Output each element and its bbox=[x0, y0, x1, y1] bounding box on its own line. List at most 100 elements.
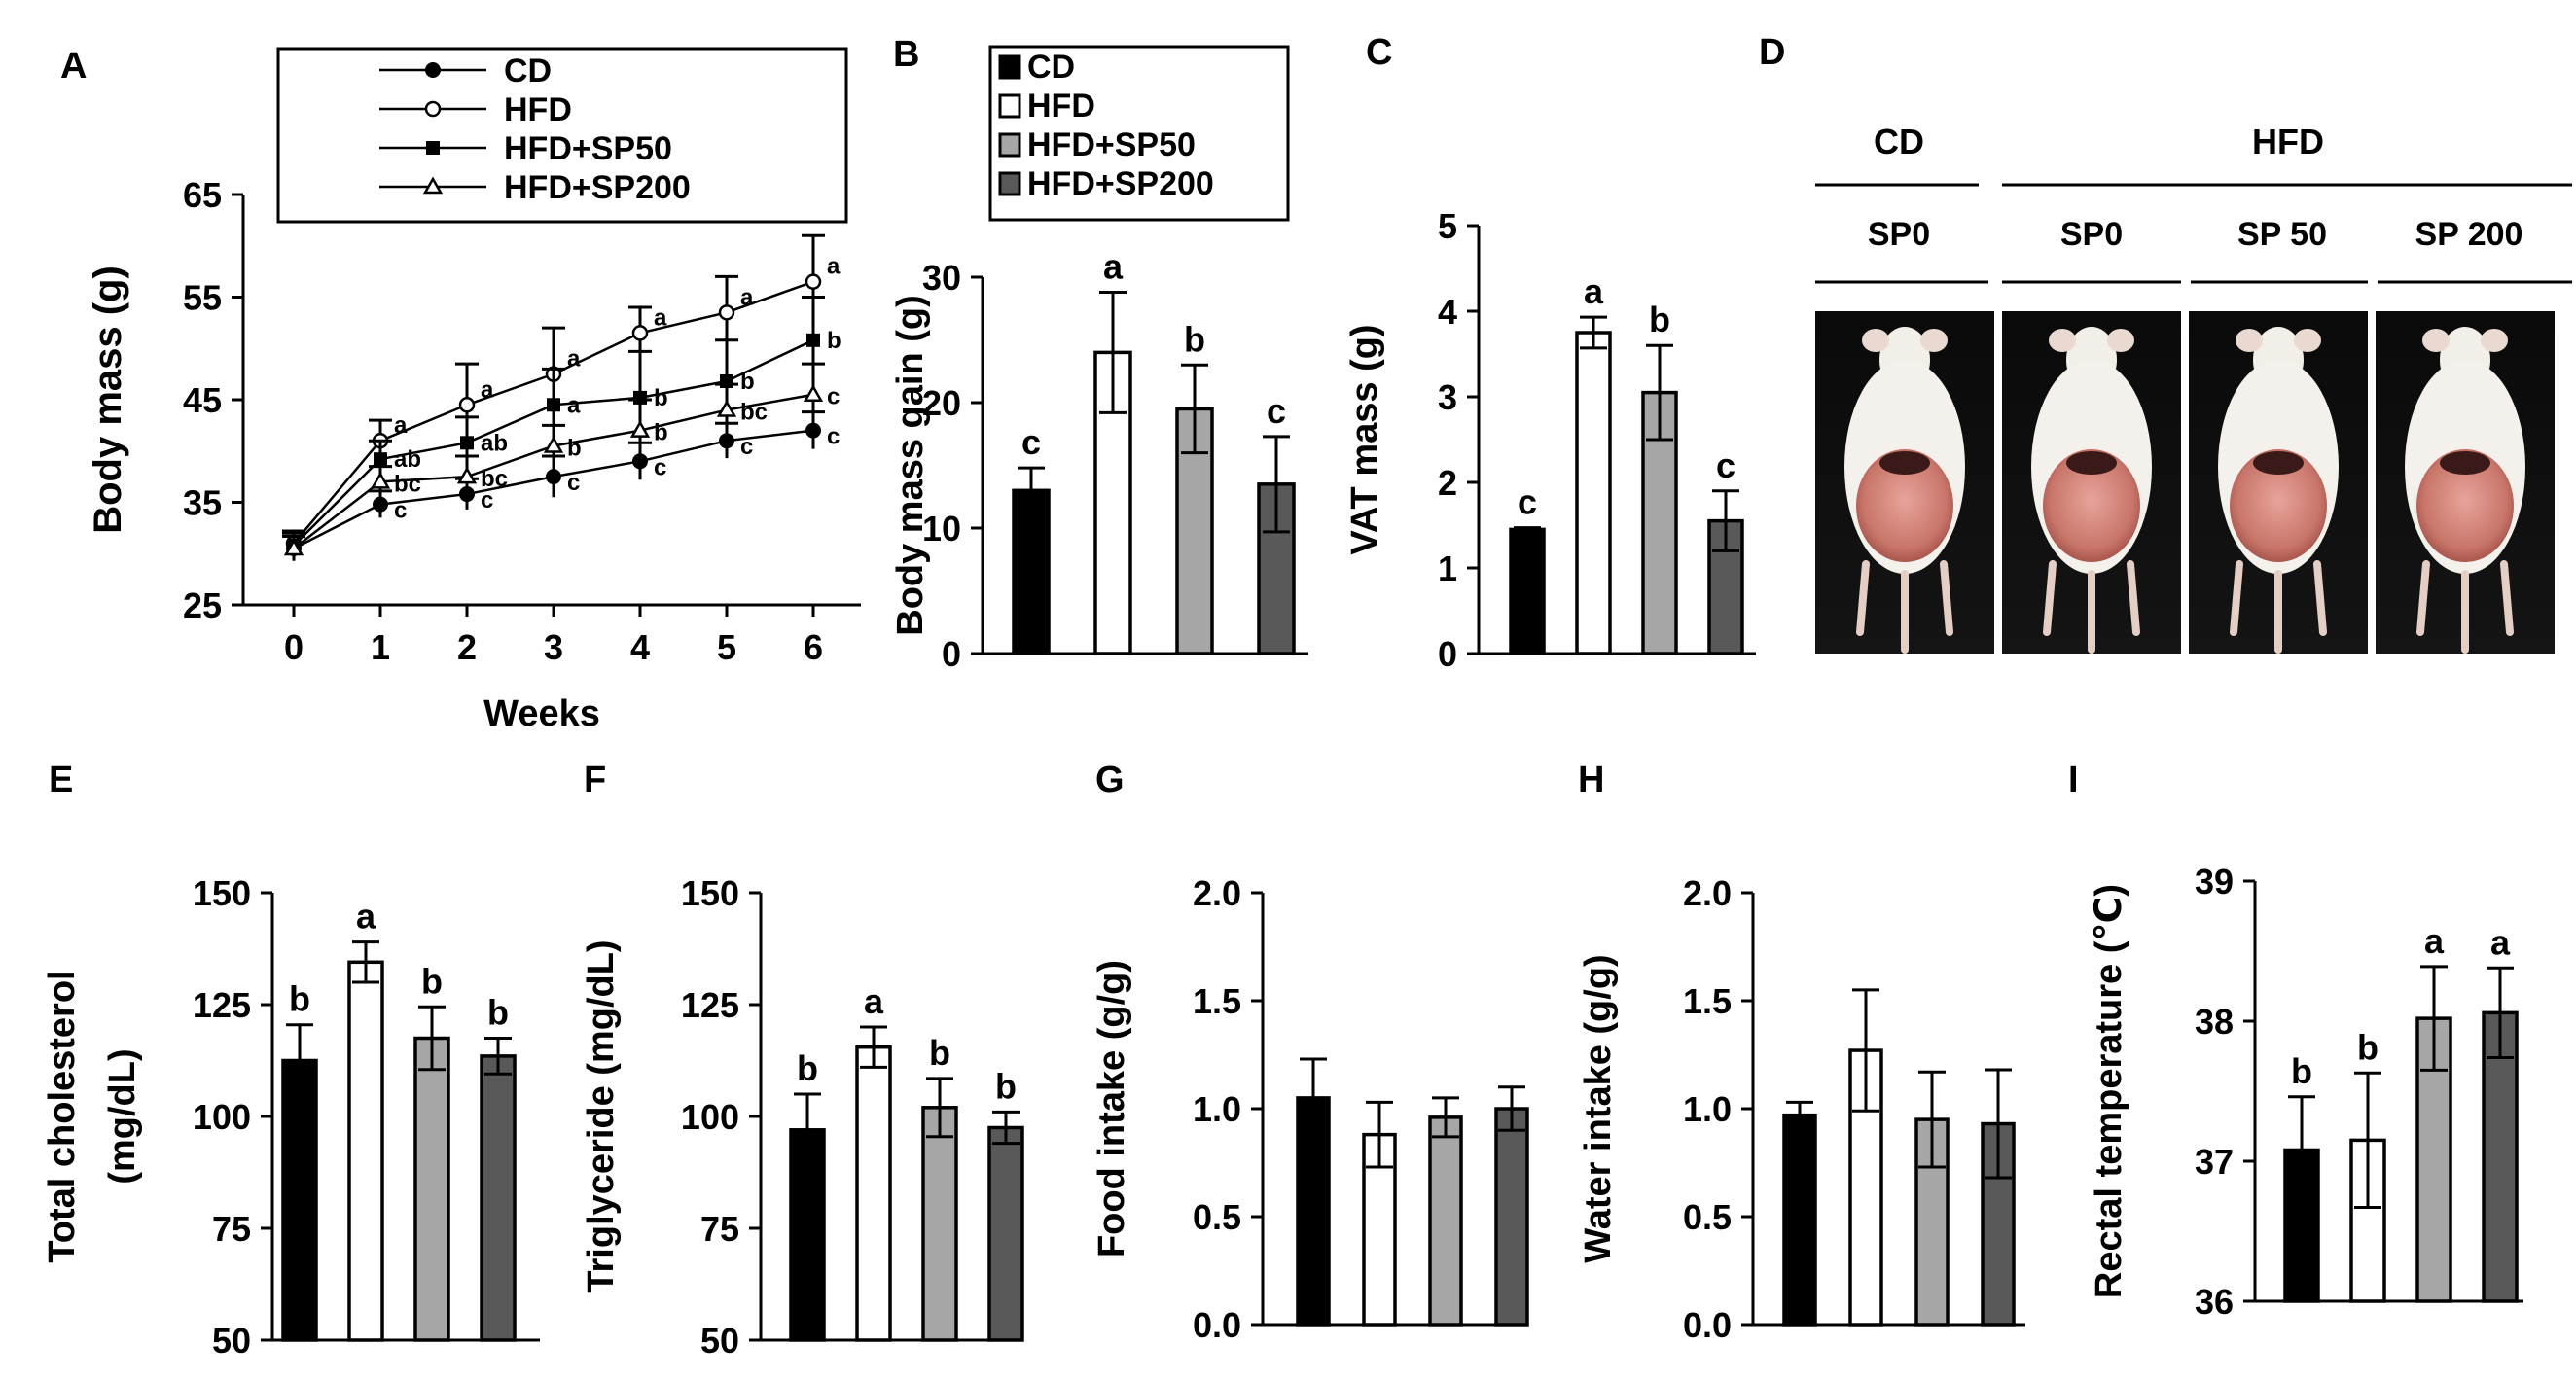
significance-letter-i-hfd: b bbox=[2357, 1027, 2379, 1067]
mouse-liver-2 bbox=[2066, 451, 2117, 475]
significance-letter-c-hfd: a bbox=[1584, 271, 1604, 311]
significance-letter-a-hfd-w3: a bbox=[567, 346, 581, 372]
group-header-hfd: HFD bbox=[2252, 122, 2324, 161]
column-header-hfd-sp200: SP 200 bbox=[2415, 216, 2523, 253]
legend-box-a bbox=[276, 47, 848, 224]
mouse-ear-left-4 bbox=[2422, 329, 2450, 352]
panel-label-b: B bbox=[893, 34, 919, 75]
photo-2-sp0 bbox=[2002, 311, 2181, 654]
y-tick-label-c-3: 3 bbox=[1438, 377, 1457, 417]
bar-c-cd bbox=[1509, 527, 1546, 655]
point-a-cd-w6 bbox=[805, 422, 821, 439]
column-header-hfd-sp50: SP 50 bbox=[2237, 216, 2327, 253]
panel-c-vat-mass-bar-chart: C 0 1 2 3 4 5 VAT mass (g) c a b c bbox=[1344, 32, 1756, 674]
y-tick-label-c-0: 0 bbox=[1438, 634, 1457, 674]
point-a-cd-w1 bbox=[373, 496, 388, 513]
significance-letter-a-hfd-w4: a bbox=[654, 304, 667, 331]
mouse-ear-left-1 bbox=[1862, 329, 1889, 352]
bar-g-hfd-sp200 bbox=[1494, 1107, 1529, 1327]
x-tick-label-a-2: 2 bbox=[457, 627, 477, 667]
panel-label-h: H bbox=[1578, 760, 1604, 800]
significance-letter-a-hfd-sp50-w5: b bbox=[740, 369, 755, 395]
y-tick-label-a-3: 55 bbox=[183, 278, 222, 318]
panel-label-c: C bbox=[1366, 32, 1392, 73]
y-tick-label-c-1: 1 bbox=[1438, 549, 1457, 588]
significance-letter-a-hfd-sp200-w6: c bbox=[827, 384, 840, 410]
y-tick-label-g-4: 2.0 bbox=[1193, 873, 1241, 913]
significance-letter-a-hfd-sp50-w2: ab bbox=[481, 430, 508, 456]
panel-f-triglyceride-bar-chart: F 50 75 100 125 150 Triglyceride (mg/dL) b a b b bbox=[581, 760, 1024, 1361]
mouse-legs-tail-4 bbox=[2416, 560, 2514, 654]
significance-letter-b-hfd: a bbox=[1103, 246, 1124, 286]
significance-letter-a-hfd-sp50-w4: b bbox=[654, 385, 668, 411]
point-a-hfd-w5 bbox=[718, 304, 735, 321]
y-tick-label-h-4: 2.0 bbox=[1683, 873, 1732, 913]
significance-letter-b-cd: c bbox=[1021, 422, 1041, 462]
mouse-liver-4 bbox=[2440, 451, 2490, 475]
significance-letter-a-hfd-sp200-w3: b bbox=[567, 435, 582, 461]
bar-e-hfd bbox=[347, 960, 384, 1342]
significance-letter-a-cd-w3: c bbox=[567, 470, 580, 496]
significance-letter-e-hfd-sp200: b bbox=[487, 993, 509, 1033]
legend-label-b-cd: CD bbox=[1027, 49, 1075, 86]
point-a-hfd-sp200-w5 bbox=[716, 400, 737, 417]
y-tick-label-g-1: 0.5 bbox=[1193, 1197, 1241, 1237]
bar-c-hfd bbox=[1575, 331, 1612, 655]
point-a-hfd-w6 bbox=[805, 273, 822, 290]
mouse-ear-right-1 bbox=[1920, 329, 1948, 352]
significance-letter-a-hfd-sp200-w4: b bbox=[654, 420, 668, 446]
significance-letter-a-cd-w4: c bbox=[654, 454, 666, 480]
bar-f-hfd-sp200 bbox=[987, 1125, 1024, 1342]
y-axis-title-g: Food intake (g/g) bbox=[1091, 960, 1132, 1257]
legend-swatch-b-hfd-sp50 bbox=[998, 132, 1021, 158]
legend-label-b-hfd-sp200: HFD+SP200 bbox=[1027, 165, 1214, 202]
legend-swatch-b-hfd bbox=[998, 93, 1021, 119]
y-tick-label-g-0: 0.0 bbox=[1193, 1305, 1241, 1345]
significance-letter-a-hfd-sp200-w2: bc bbox=[481, 466, 508, 492]
legend-box-b bbox=[988, 45, 1290, 222]
significance-letter-a-hfd-sp200-w1: bc bbox=[394, 471, 421, 497]
significance-letter-a-hfd-w1: a bbox=[394, 412, 408, 439]
legend-swatch-b-cd bbox=[998, 54, 1021, 80]
panel-d-mouse-photos: D CD HFD SP0 SP0 SP 50 SP 200 bbox=[1759, 32, 2572, 654]
significance-letter-a-hfd-w6: a bbox=[827, 254, 841, 280]
significance-letter-e-cd: b bbox=[289, 979, 310, 1019]
significance-letter-f-cd: b bbox=[797, 1048, 818, 1088]
x-tick-label-a-6: 6 bbox=[804, 627, 823, 667]
mouse-abdomen-4 bbox=[2416, 449, 2514, 562]
y-tick-label-i-2: 38 bbox=[2195, 1002, 2234, 1042]
point-a-hfd-sp200-w3 bbox=[543, 435, 564, 453]
y-tick-label-b-1: 10 bbox=[922, 509, 961, 549]
point-a-hfd-sp50-w3 bbox=[547, 398, 560, 412]
y-tick-label-f-4: 150 bbox=[681, 873, 739, 913]
mouse-liver-3 bbox=[2253, 451, 2304, 475]
y-axis-title-e-line-1: Total cholesterol bbox=[42, 970, 83, 1262]
y-tick-label-c-4: 4 bbox=[1438, 292, 1457, 332]
bar-b-cd bbox=[1012, 488, 1051, 655]
legend-marker-a-hfd-sp50 bbox=[426, 141, 440, 155]
significance-letter-a-cd-w1: c bbox=[394, 498, 407, 524]
x-tick-label-a-3: 3 bbox=[544, 627, 563, 667]
bar-h-cd bbox=[1782, 1113, 1817, 1327]
significance-letter-a-hfd-sp50-w1: ab bbox=[394, 446, 421, 473]
bar-e-hfd-sp50 bbox=[413, 1036, 450, 1342]
significance-letter-c-cd: c bbox=[1518, 482, 1537, 522]
y-tick-label-e-3: 125 bbox=[193, 985, 251, 1025]
legend-label-a-hfd: HFD bbox=[504, 91, 572, 128]
significance-letter-a-cd-w2: c bbox=[481, 487, 493, 513]
y-tick-label-e-1: 75 bbox=[212, 1209, 251, 1249]
y-tick-label-g-3: 1.5 bbox=[1193, 981, 1241, 1021]
panel-label-i: I bbox=[2068, 760, 2079, 800]
y-axis-title-a: Body mass (g) bbox=[87, 266, 129, 534]
y-axis-title-b: Body mass gain (g) bbox=[890, 295, 931, 636]
significance-letter-f-hfd-sp200: b bbox=[995, 1066, 1017, 1106]
mouse-ear-right-3 bbox=[2294, 329, 2321, 352]
y-axis-title-e-line-2: (mg/dL) bbox=[102, 1048, 143, 1184]
mouse-liver-1 bbox=[1879, 451, 1930, 475]
y-tick-label-e-4: 150 bbox=[193, 873, 251, 913]
bar-f-hfd-sp50 bbox=[921, 1106, 958, 1342]
legend-marker-a-hfd bbox=[424, 100, 442, 118]
point-a-hfd-sp200-w1 bbox=[370, 471, 391, 489]
